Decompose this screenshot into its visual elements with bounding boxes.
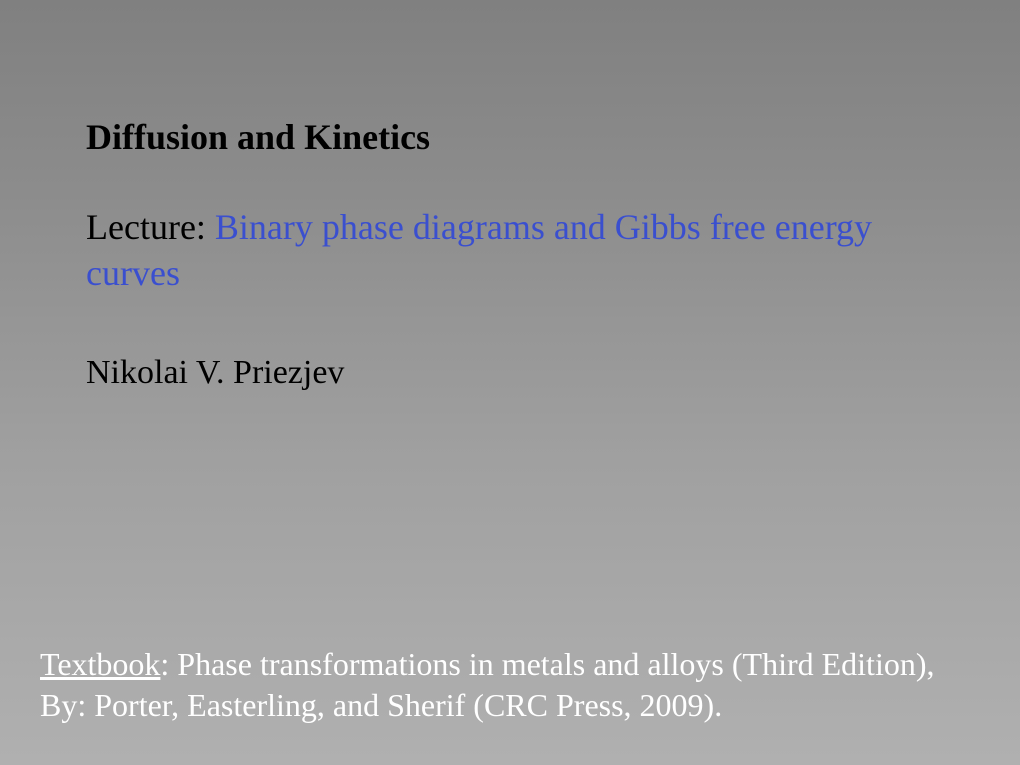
slide: Diffusion and Kinetics Lecture: Binary p… (0, 0, 1020, 765)
textbook-citation: : Phase transformations in metals and al… (40, 646, 934, 724)
textbook-label: Textbook (40, 646, 160, 682)
slide-content: Diffusion and Kinetics Lecture: Binary p… (86, 116, 950, 572)
lecture-line: Lecture: Binary phase diagrams and Gibbs… (86, 204, 950, 296)
textbook-reference: Textbook: Phase transformations in metal… (40, 644, 960, 727)
author-name: Nikolai V. Priezjev (86, 354, 950, 392)
lecture-label: Lecture: (86, 207, 215, 247)
course-title: Diffusion and Kinetics (86, 116, 950, 158)
